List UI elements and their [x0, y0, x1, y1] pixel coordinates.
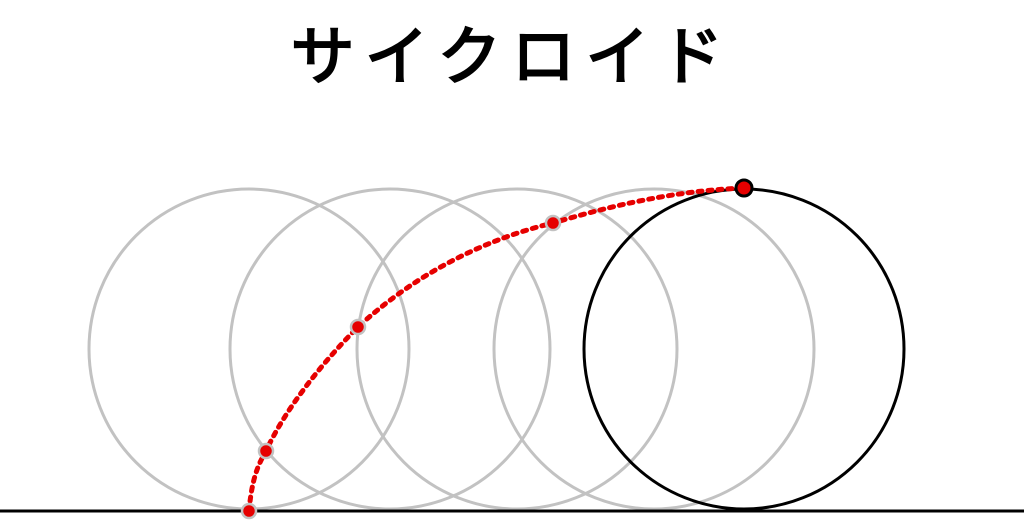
traced-point-2: [257, 442, 275, 460]
traced-point-current: [734, 178, 754, 198]
traced-point-4: [544, 214, 562, 232]
traced-point-3: [349, 318, 367, 336]
rolling-circle-ghosts: [87, 187, 816, 511]
figure-title: サイクロイド: [290, 21, 734, 95]
ghost-circle-4: [492, 187, 816, 511]
traced-points: [240, 178, 754, 520]
ghost-circle-1: [87, 187, 411, 511]
ghost-circle-2: [228, 187, 552, 511]
ghost-circle-3: [355, 187, 679, 511]
traced-point-1: [240, 502, 258, 520]
cycloid-trace-path: [246, 185, 747, 514]
